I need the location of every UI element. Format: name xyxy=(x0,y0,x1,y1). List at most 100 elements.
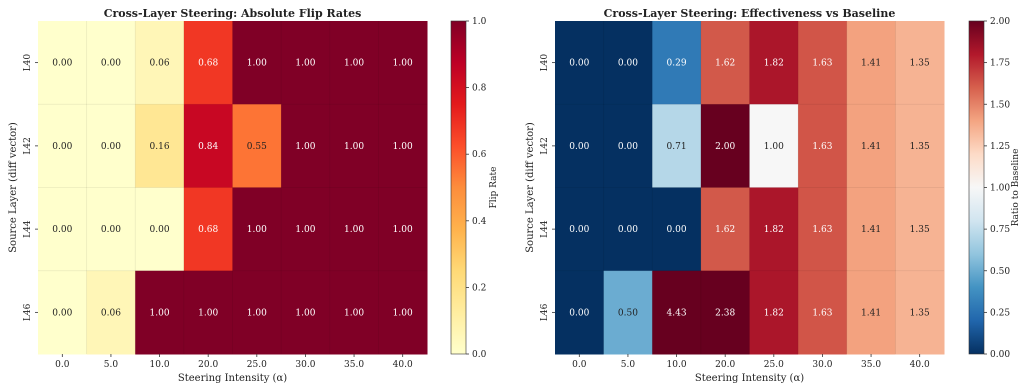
cell-value-label: 1.35 xyxy=(910,142,930,152)
heatmap-cell xyxy=(378,187,428,272)
heatmap-cell xyxy=(135,104,185,188)
colorbar-tick-label: 0.75 xyxy=(990,225,1010,235)
cell-value-label: 1.00 xyxy=(344,308,364,318)
heatmap-cell xyxy=(86,21,136,105)
heatmap-cell xyxy=(700,104,751,188)
cell-value-label: 0.00 xyxy=(52,59,72,69)
x-tick-label: 0.0 xyxy=(572,360,587,370)
heatmap-cell xyxy=(603,187,653,272)
colorbar-tick-label: 0.00 xyxy=(990,350,1010,360)
x-axis-label: Steering Intensity (α) xyxy=(695,373,804,383)
heatmap-panel-1: Cross-Layer Steering: Absolute Flip Rate… xyxy=(8,7,499,383)
heatmap-cell xyxy=(603,270,653,355)
colorbar-tick-label: 0.25 xyxy=(990,308,1010,318)
y-tick-label: L42 xyxy=(23,137,33,154)
heatmap-cell xyxy=(38,187,88,272)
cell-value-label: 0.84 xyxy=(198,142,218,152)
cell-value-label: 0.00 xyxy=(569,142,589,152)
heatmap-cell xyxy=(749,187,799,272)
cell-value-label: 1.35 xyxy=(910,308,930,318)
heatmap-cell xyxy=(232,21,282,105)
heatmap-cell xyxy=(86,187,136,272)
heatmap-cell xyxy=(86,104,136,188)
cell-value-label: 1.00 xyxy=(393,225,413,235)
x-tick-label: 5.0 xyxy=(621,360,636,370)
colorbar-tick-label: 1.75 xyxy=(990,59,1010,69)
heatmap-cell xyxy=(281,270,331,355)
cell-value-label: 4.43 xyxy=(667,308,687,318)
cell-value-label: 1.62 xyxy=(715,225,735,235)
cell-value-label: 1.63 xyxy=(812,308,832,318)
colorbar-tick-label: 0.8 xyxy=(472,84,487,94)
heatmap-cell xyxy=(232,270,282,355)
cell-value-label: 2.38 xyxy=(715,308,735,318)
heatmap-cell xyxy=(378,270,428,355)
x-tick-label: 30.0 xyxy=(812,360,832,370)
colorbar-tick-label: 1.25 xyxy=(990,142,1010,152)
heatmap-cell xyxy=(846,187,896,272)
heatmap-cell xyxy=(86,270,136,355)
heatmap-cell xyxy=(895,187,945,272)
cell-value-label: 0.00 xyxy=(618,142,638,152)
cell-value-label: 0.00 xyxy=(52,142,72,152)
heatmap-cell xyxy=(749,270,799,355)
cell-value-label: 1.00 xyxy=(247,308,267,318)
cell-value-label: 0.16 xyxy=(150,142,170,152)
cell-value-label: 0.00 xyxy=(101,59,121,69)
x-tick-label: 5.0 xyxy=(104,360,119,370)
y-tick-label: L42 xyxy=(540,137,550,154)
cell-value-label: 1.82 xyxy=(764,59,784,69)
x-axis-label: Steering Intensity (α) xyxy=(178,373,287,383)
x-tick-label: 25.0 xyxy=(247,360,267,370)
heatmap-cell xyxy=(603,104,653,188)
heatmap-cell xyxy=(135,187,185,272)
heatmap-cell xyxy=(183,104,234,188)
heatmap-cell xyxy=(135,270,185,355)
heatmap-cell xyxy=(378,21,428,105)
cell-value-label: 0.00 xyxy=(569,59,589,69)
cell-value-label: 1.82 xyxy=(764,308,784,318)
x-tick-label: 10.0 xyxy=(667,360,687,370)
cell-value-label: 1.00 xyxy=(295,225,315,235)
heatmap-cell xyxy=(281,21,331,105)
heatmap-cell xyxy=(749,21,799,105)
cell-value-label: 1.00 xyxy=(344,142,364,152)
x-tick-label: 35.0 xyxy=(344,360,364,370)
cell-value-label: 0.00 xyxy=(101,225,121,235)
heatmap-cell xyxy=(329,21,379,105)
y-tick-label: L40 xyxy=(23,54,33,72)
y-axis-label: Source Layer (diff vector) xyxy=(525,122,536,253)
cell-value-label: 1.41 xyxy=(861,225,881,235)
cell-value-label: 1.00 xyxy=(198,308,218,318)
heatmap-cell xyxy=(846,21,896,105)
cell-value-label: 0.06 xyxy=(150,59,170,69)
cell-value-label: 1.00 xyxy=(247,225,267,235)
heatmap-cell xyxy=(700,187,751,272)
heatmap-cell xyxy=(652,270,702,355)
cell-value-label: 1.00 xyxy=(764,142,784,152)
cell-value-label: 1.00 xyxy=(344,225,364,235)
cell-value-label: 1.00 xyxy=(344,59,364,69)
heatmap-cell xyxy=(38,21,88,105)
cell-value-label: 0.00 xyxy=(569,225,589,235)
cell-value-label: 0.00 xyxy=(618,225,638,235)
chart-title: Cross-Layer Steering: Absolute Flip Rate… xyxy=(104,7,362,20)
heatmap-cell xyxy=(38,104,88,188)
colorbar-tick-label: 0.0 xyxy=(472,350,487,360)
heatmap-cell xyxy=(183,187,234,272)
cell-value-label: 1.63 xyxy=(812,225,832,235)
x-tick-label: 0.0 xyxy=(55,360,70,370)
heatmap-cell xyxy=(232,187,282,272)
cell-value-label: 0.55 xyxy=(247,142,267,152)
y-tick-label: L44 xyxy=(540,220,550,238)
heatmap-cell xyxy=(183,270,234,355)
cell-value-label: 1.00 xyxy=(150,308,170,318)
cell-value-label: 1.00 xyxy=(295,308,315,318)
colorbar-tick-label: 1.0 xyxy=(472,17,487,27)
x-tick-label: 35.0 xyxy=(861,360,881,370)
colorbar-label: Flip Rate xyxy=(489,167,499,209)
x-tick-label: 20.0 xyxy=(715,360,735,370)
heatmap-cell xyxy=(38,270,88,355)
cell-value-label: 2.00 xyxy=(715,142,735,152)
x-tick-label: 20.0 xyxy=(198,360,218,370)
